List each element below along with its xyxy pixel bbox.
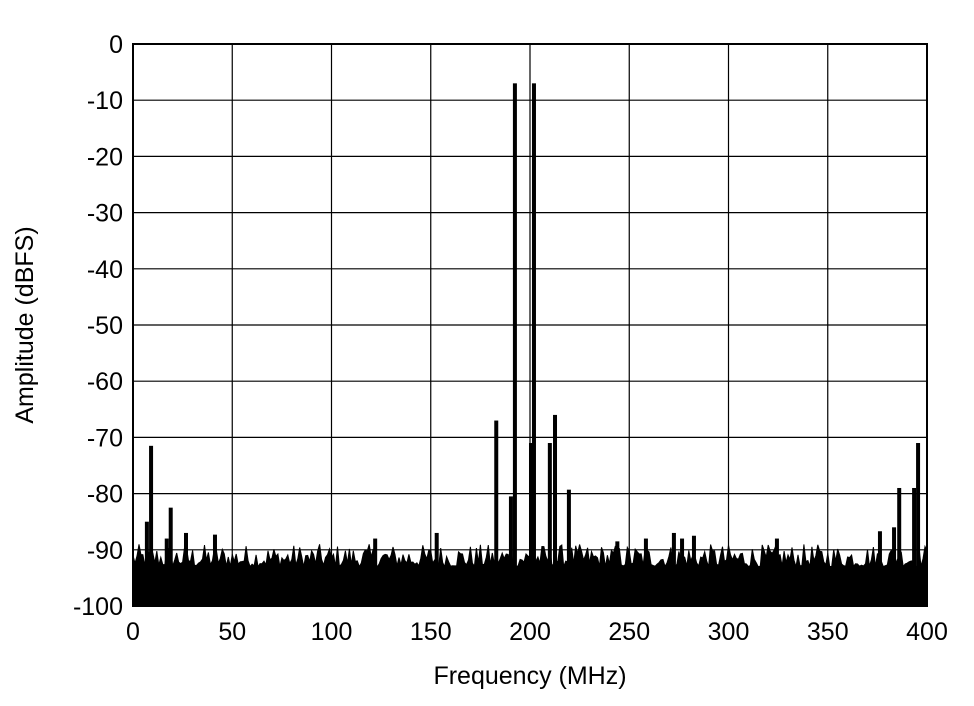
plot-frame (132, 43, 928, 607)
x-tick-label: 400 (906, 618, 948, 646)
y-axis-label: Amplitude (dBFS) (11, 226, 39, 423)
spur-mark (547, 443, 552, 567)
spur-mark (164, 538, 169, 567)
y-tick-label: -60 (87, 368, 123, 396)
spur-mark (892, 527, 897, 567)
x-tick-label: 250 (608, 618, 650, 646)
y-tick-label: -50 (87, 312, 123, 340)
x-tick-label: 100 (311, 618, 353, 646)
x-axis-label: Frequency (MHz) (433, 662, 626, 690)
spur-mark (528, 443, 533, 567)
spur-mark (671, 532, 676, 567)
x-tick-label: 350 (807, 618, 849, 646)
y-tick-label: -90 (87, 537, 123, 565)
spur-mark (144, 521, 149, 567)
spur-mark (168, 507, 173, 567)
spur-mark (615, 541, 620, 567)
spur-mark (774, 538, 779, 567)
spur-mark (680, 538, 685, 567)
spur-mark (212, 534, 217, 567)
spur-mark (373, 538, 378, 567)
x-tick-label: 150 (410, 618, 452, 646)
y-tick-label: -40 (87, 256, 123, 284)
y-tick-label: -100 (73, 593, 123, 621)
spur-mark (691, 535, 696, 567)
spur-mark (912, 487, 917, 567)
spur-mark (553, 414, 558, 567)
y-tick-label: -30 (87, 200, 123, 228)
y-tick-label: -80 (87, 481, 123, 509)
spur-mark (897, 487, 902, 567)
spur-mark (566, 489, 571, 567)
y-tick-label: 0 (109, 31, 123, 59)
spectrum-trace (132, 83, 928, 607)
noise-floor-fill (133, 566, 927, 606)
x-tick-label: 300 (708, 618, 750, 646)
x-tick-label: 200 (509, 618, 551, 646)
spur-mark (149, 445, 154, 567)
y-tick-labels: 0 -10 -20 -30 -40 -50 -60 -70 -80 -90 -100 (73, 31, 123, 621)
spur-mark (494, 420, 499, 567)
spur-mark (512, 83, 517, 567)
spur-mark (508, 496, 513, 567)
spur-mark (183, 532, 188, 567)
spur-mark (531, 83, 536, 567)
x-tick-label: 0 (126, 618, 140, 646)
y-tick-label: -20 (87, 143, 123, 171)
spur-mark (434, 532, 439, 567)
x-tick-labels: 0 50 100 150 200 250 300 350 400 (126, 618, 948, 646)
spur-mark (643, 538, 648, 567)
spur-mark (916, 443, 921, 567)
y-tick-label: -70 (87, 424, 123, 452)
spur-mark (877, 531, 882, 567)
y-tick-label: -10 (87, 87, 123, 115)
x-tick-label: 50 (218, 618, 246, 646)
